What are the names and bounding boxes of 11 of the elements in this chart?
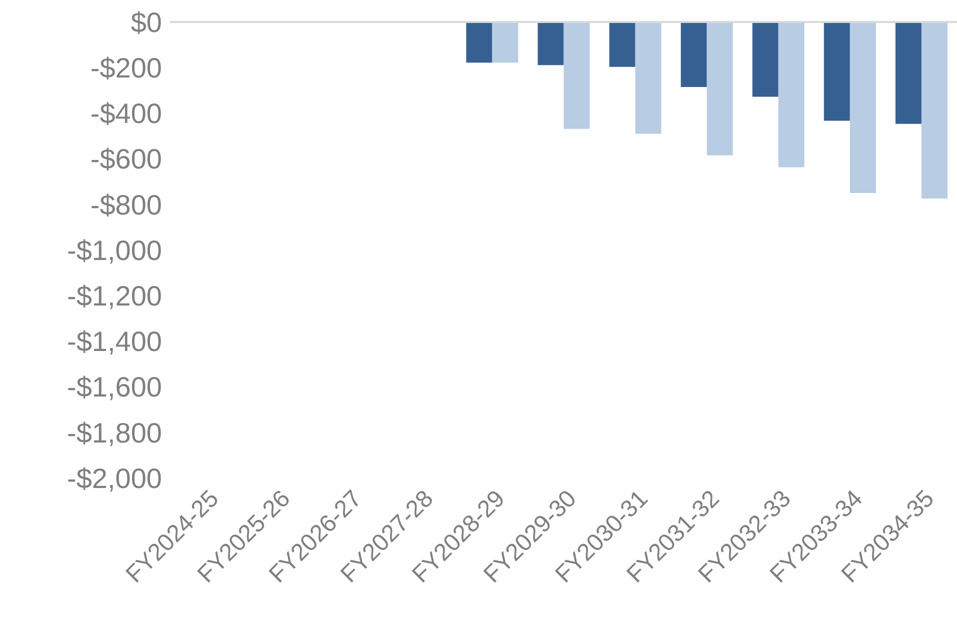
y-tick-label: -$200 xyxy=(90,52,162,84)
y-tick-label: -$400 xyxy=(90,98,162,130)
y-tick-label: -$1,200 xyxy=(67,280,162,312)
y-tick-label: -$1,400 xyxy=(67,326,162,358)
y-tick-label: -$600 xyxy=(90,144,162,175)
y-tick-label: $0 xyxy=(130,6,162,38)
y-tick-label: -$1,000 xyxy=(67,234,162,266)
y-tick-label: -$1,800 xyxy=(67,417,162,448)
y-tick-label: -$2,000 xyxy=(67,462,162,494)
y-tick-label: -$800 xyxy=(90,189,162,220)
y-tick-label: -$1,600 xyxy=(67,372,162,403)
